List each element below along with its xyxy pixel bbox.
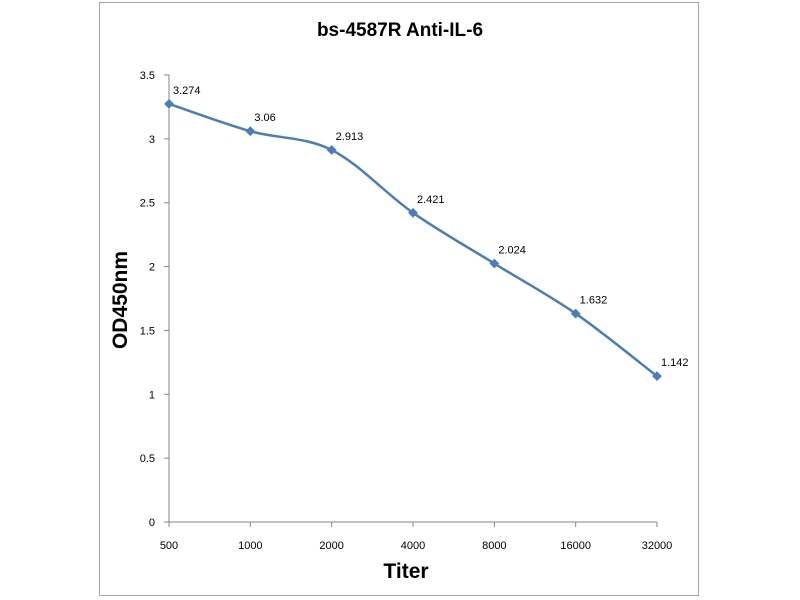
data-point-marker [570,308,581,319]
data-point-marker [408,207,418,218]
data-point-marker [326,145,337,155]
y-tick-label: 2 [149,262,155,274]
data-point-marker [245,126,256,137]
series-line [167,102,659,378]
y-tick-label: 3.5 [140,70,155,82]
data-point-label: 1.632 [580,295,608,307]
data-point-label: 1.142 [661,357,689,369]
chart-title: bs-4587R Anti-IL-6 [317,20,483,41]
data-point-label: 3.06 [254,112,275,124]
data-point-label: 2.421 [417,194,445,206]
y-tick-label: 0 [149,517,155,529]
data-point-label: 2.024 [498,245,526,257]
x-axis-ticks: 500 1000 2000 4000 8000 16000 32000 [160,522,672,552]
y-tick-label: 2.5 [140,198,155,210]
y-tick-label: 1 [149,389,155,401]
y-axis-ticks: 0 0.5 1 1.5 2 2.5 3 3.5 [140,70,169,529]
x-tick-label: 8000 [482,540,506,552]
y-tick-label: 0.5 [140,453,155,465]
x-tick-label: 4000 [401,540,425,552]
data-point-marker [489,258,500,269]
data-point-marker [652,371,662,382]
data-point-marker [164,98,174,109]
y-tick-label: 1.5 [140,325,155,337]
x-tick-label: 16000 [560,540,591,552]
data-labels: 3.274 3.06 2.913 2.421 2.024 1.632 1.142 [173,85,689,369]
y-axis-label: OD450nm [109,251,132,349]
y-tick-label: 3 [149,134,155,146]
x-axis-label: Titer [383,560,428,583]
data-point-label: 3.274 [173,85,201,97]
chart-frame [99,2,699,596]
x-tick-label: 32000 [642,540,673,552]
series-markers [164,98,662,382]
x-tick-label: 500 [160,540,178,552]
data-point-label: 2.913 [336,131,364,143]
x-tick-label: 2000 [319,540,343,552]
x-tick-label: 1000 [238,540,262,552]
